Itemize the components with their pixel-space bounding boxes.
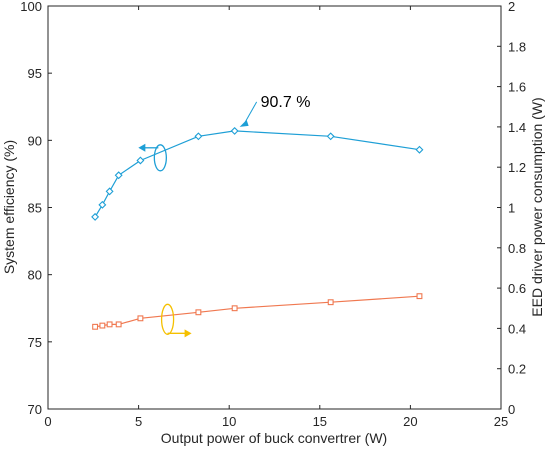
data-point-square [137,315,144,322]
left-y-axis: 70 75 80 85 90 95 100 [20,0,52,417]
right-arrow-icon [184,329,192,338]
left-y-tick-label: 85 [28,201,42,216]
x-tick-label: 10 [222,414,236,429]
efficiency-axis-indicator-ellipse [153,144,167,172]
right-y-axis: 0 0.2 0.4 0.6 0.8 1 1.2 1.4 1.6 1.8 2 [497,0,526,417]
left-y-tick-label: 90 [28,133,42,148]
data-point-diamond [230,126,239,135]
x-axis: 0 5 10 15 20 25 [44,6,508,429]
left-y-tick-label: 70 [28,402,42,417]
data-point-diamond [105,187,114,196]
data-point-diamond [114,171,123,180]
x-tick-label: 5 [135,414,142,429]
data-point-square [195,309,202,316]
series-layer [91,126,424,330]
right-y-tick-label: 0 [508,402,515,417]
left-y-tick-label: 95 [28,66,42,81]
left-y-tick-label: 80 [28,268,42,283]
data-point-square [92,323,99,330]
left-y-tick-label: 75 [28,335,42,350]
right-y-tick-label: 2 [508,0,515,14]
data-point-square [106,321,113,328]
plot-area [47,5,502,410]
right-y-tick-label: 0.2 [508,362,526,377]
left-y-tick-label: 100 [20,0,42,14]
right-y-tick-label: 1.8 [508,39,526,54]
right-y-tick-label: 1.6 [508,80,526,95]
data-point-diamond [415,145,424,154]
x-tick-label: 25 [494,414,508,429]
peak-efficiency-annotation: 90.7 % [261,94,311,111]
data-point-diamond [136,156,145,165]
annotation-layer: 90.7 % [239,94,311,127]
data-point-diamond [91,212,100,221]
right-y-tick-label: 0.4 [508,321,526,336]
data-point-square [99,322,106,329]
data-point-square [115,321,122,328]
data-point-square [416,293,423,300]
data-point-diamond [194,132,203,141]
right-y-axis-title: EED driver power consumption (W) [529,97,545,316]
annotation-arrow-icon [239,119,249,127]
right-y-tick-label: 1.4 [508,120,526,135]
data-point-square [231,305,238,312]
data-point-diamond [98,200,107,209]
right-y-tick-label: 1 [508,201,515,216]
x-axis-title: Output power of buck convertrer (W) [161,430,387,446]
consumption-axis-indicator-ellipse [160,303,175,335]
right-y-tick-label: 0.6 [508,281,526,296]
x-tick-label: 20 [403,414,417,429]
x-tick-label: 0 [44,414,51,429]
x-tick-label: 15 [313,414,327,429]
indicator-layer [138,143,192,338]
right-y-tick-label: 0.8 [508,241,526,256]
left-y-axis-title: System efficiency (%) [1,140,17,274]
right-y-tick-label: 1.2 [508,160,526,175]
data-point-diamond [326,132,335,141]
data-point-square [327,299,334,306]
left-arrow-icon [138,143,146,152]
